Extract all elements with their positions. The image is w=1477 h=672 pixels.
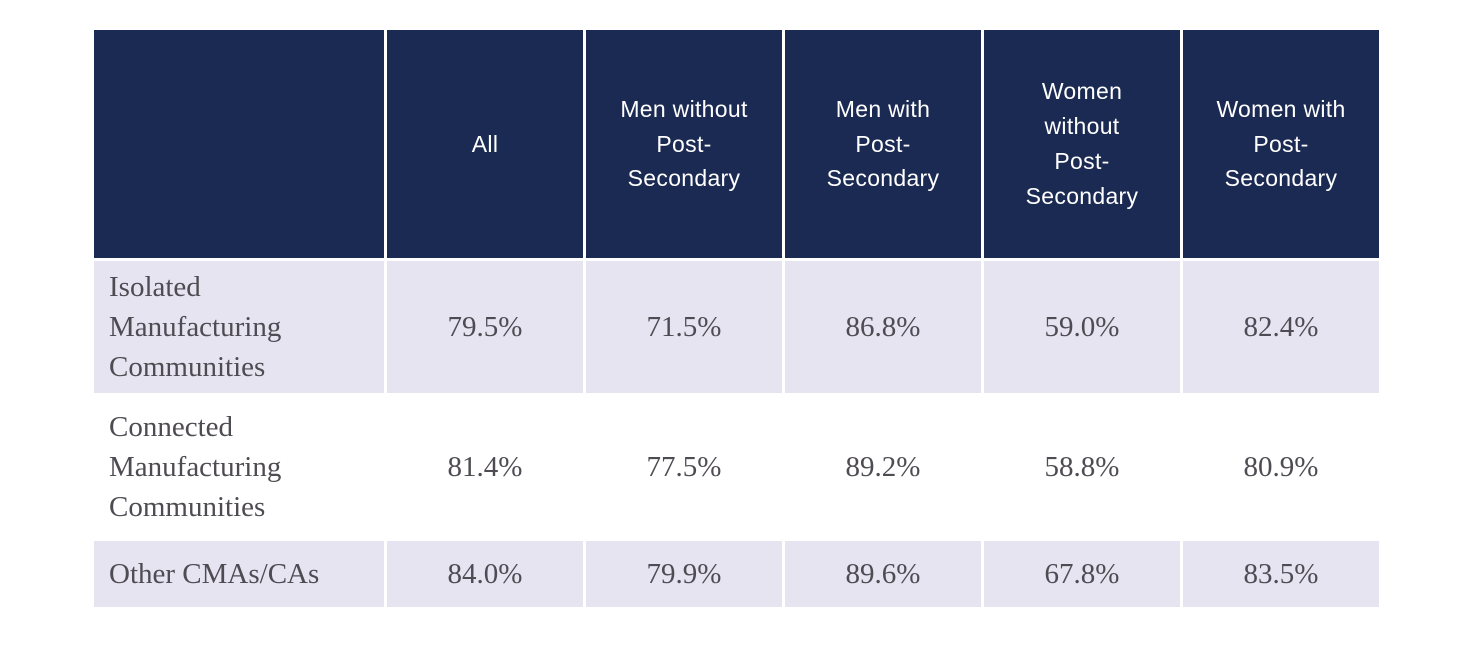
cell-value: 86.8%: [785, 261, 981, 393]
column-header: Women without Post- Secondary: [984, 30, 1180, 258]
cell-value: 58.8%: [984, 396, 1180, 538]
cell-value: 79.9%: [586, 541, 782, 607]
table-row: Isolated Manufacturing Communities 79.5% 7…: [94, 261, 1379, 393]
employment-rate-table: All Men without Post- Secondary Men with P…: [91, 27, 1382, 610]
row-label: Isolated Manufacturing Communities: [94, 261, 384, 393]
cell-value: 67.8%: [984, 541, 1180, 607]
table-body: Isolated Manufacturing Communities 79.5% 7…: [94, 261, 1379, 607]
cell-value: 81.4%: [387, 396, 583, 538]
cell-value: 71.5%: [586, 261, 782, 393]
cell-value: 80.9%: [1183, 396, 1379, 538]
corner-header-cell: [94, 30, 384, 258]
column-header: All: [387, 30, 583, 258]
cell-value: 79.5%: [387, 261, 583, 393]
column-header: Women with Post- Secondary: [1183, 30, 1379, 258]
cell-value: 84.0%: [387, 541, 583, 607]
cell-value: 82.4%: [1183, 261, 1379, 393]
table-row: Other CMAs/CAs 84.0% 79.9% 89.6% 67.8% 83.5%: [94, 541, 1379, 607]
table-header: All Men without Post- Secondary Men with P…: [94, 30, 1379, 258]
column-header: Men with Post- Secondary: [785, 30, 981, 258]
table-header-row: All Men without Post- Secondary Men with P…: [94, 30, 1379, 258]
column-header: Men without Post- Secondary: [586, 30, 782, 258]
cell-value: 89.6%: [785, 541, 981, 607]
row-label: Connected Manufacturing Communities: [94, 396, 384, 538]
cell-value: 59.0%: [984, 261, 1180, 393]
cell-value: 77.5%: [586, 396, 782, 538]
cell-value: 89.2%: [785, 396, 981, 538]
row-label: Other CMAs/CAs: [94, 541, 384, 607]
cell-value: 83.5%: [1183, 541, 1379, 607]
table-row: Connected Manufacturing Communities 81.4%…: [94, 396, 1379, 538]
